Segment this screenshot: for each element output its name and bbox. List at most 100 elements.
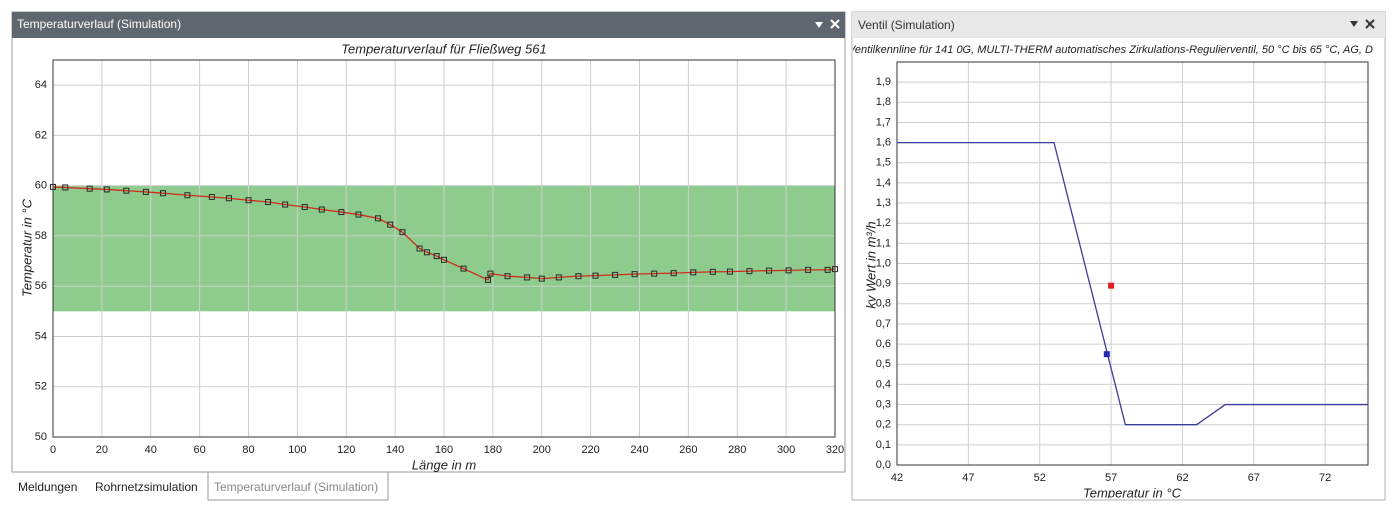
y-tick-label: 1,7 <box>876 116 891 128</box>
data-point <box>690 269 697 276</box>
data-point <box>103 186 110 193</box>
data-point <box>670 270 677 277</box>
data-point <box>612 271 619 278</box>
chart: Temperaturverlauf für Fließweg 561 50 52 54… <box>19 41 844 472</box>
data-point <box>338 209 345 216</box>
close-button[interactable] <box>1365 19 1375 29</box>
x-tick-label: 67 <box>1248 472 1260 484</box>
data-point <box>225 195 232 202</box>
x-tick-label: 80 <box>242 444 254 456</box>
data-point <box>524 274 531 281</box>
data-point <box>746 268 753 275</box>
data-point <box>1108 282 1115 289</box>
y-tick-label: 1,5 <box>876 157 891 169</box>
chart: Ventilkennline für 141 0G, MULTI-THERM a… <box>848 44 1373 498</box>
y-tick-label: 50 <box>35 431 47 443</box>
x-tick-label: 180 <box>484 444 502 456</box>
y-tick-label: 0,2 <box>876 419 891 431</box>
x-tick-label: 0 <box>50 444 56 456</box>
y-tick-label: 1,9 <box>876 76 891 88</box>
data-point <box>504 273 511 280</box>
tab[interactable]: Meldungen <box>18 480 77 494</box>
data-point <box>62 184 69 191</box>
y-tick-label: 1,6 <box>876 137 891 149</box>
data-point <box>86 185 93 192</box>
data-point <box>50 183 56 190</box>
data-point <box>355 211 362 218</box>
x-tick-label: 160 <box>435 444 453 456</box>
data-point <box>423 249 430 256</box>
tab-bar: Meldungen Rohrnetzsimulation Temperaturv… <box>18 471 389 501</box>
y-tick-label: 58 <box>35 230 47 242</box>
y-axis-title: kv Wert in m³/h <box>863 221 878 308</box>
y-tick-label: 0,8 <box>876 298 891 310</box>
y-tick-label: 1,3 <box>876 197 891 209</box>
data-point <box>785 267 792 274</box>
y-tick-label: 0,4 <box>876 378 891 390</box>
x-tick-label: 40 <box>145 444 157 456</box>
x-tick-label: 20 <box>96 444 108 456</box>
data-point <box>832 266 838 273</box>
x-tick-label: 240 <box>630 444 648 456</box>
data-point <box>318 206 325 213</box>
data-point <box>159 190 166 197</box>
x-tick-label: 200 <box>533 444 551 456</box>
panel-title: Temperaturverlauf (Simulation) <box>17 17 181 31</box>
data-line <box>52 186 836 281</box>
data-point <box>555 274 562 281</box>
dropdown-button[interactable] <box>815 22 823 28</box>
x-tick-label: 140 <box>386 444 404 456</box>
data-point <box>460 265 467 272</box>
x-tick-label: 120 <box>337 444 355 456</box>
data-point <box>142 188 149 195</box>
data-point <box>709 268 716 275</box>
data-point <box>265 199 272 206</box>
y-tick-label: 0,3 <box>876 398 891 410</box>
left-titlebar <box>12 12 845 38</box>
x-tick-label: 280 <box>728 444 746 456</box>
data-point <box>592 272 599 279</box>
tab[interactable]: Rohrnetzsimulation <box>95 480 198 494</box>
x-tick-label: 260 <box>679 444 697 456</box>
data-line <box>897 141 1368 426</box>
data-point <box>416 245 423 252</box>
data-point <box>487 270 494 277</box>
data-point <box>123 187 130 194</box>
x-tick-label: 62 <box>1176 472 1188 484</box>
active-tab-frame <box>207 471 389 501</box>
data-point <box>766 267 773 274</box>
y-tick-label: 62 <box>35 129 47 141</box>
y-tick-label: 52 <box>35 381 47 393</box>
x-tick-label: 60 <box>194 444 206 456</box>
y-tick-label: 0,0 <box>876 459 891 471</box>
y-tick-label: 0,5 <box>876 358 891 370</box>
data-point <box>631 271 638 278</box>
data-point <box>301 204 308 211</box>
x-tick-label: 320 <box>826 444 844 456</box>
x-tick-label: 100 <box>288 444 306 456</box>
y-tick-label: 64 <box>35 79 47 91</box>
y-tick-label: 1,1 <box>876 237 891 249</box>
data-point <box>805 266 812 273</box>
data-point <box>208 193 215 200</box>
close-button[interactable] <box>830 19 840 29</box>
data-point <box>651 270 658 277</box>
dropdown-button[interactable] <box>1350 21 1358 27</box>
x-tick-label: 52 <box>1034 472 1046 484</box>
plot-frame <box>52 59 836 438</box>
data-point <box>575 273 582 280</box>
y-tick-label: 1,2 <box>876 217 891 229</box>
x-axis-title: Länge in m <box>412 457 476 472</box>
data-point <box>184 192 191 199</box>
x-tick-label: 57 <box>1105 472 1117 484</box>
y-tick-label: 54 <box>35 330 47 342</box>
x-tick-label: 47 <box>962 472 974 484</box>
y-tick-label: 60 <box>35 180 47 192</box>
y-tick-label: 1,0 <box>876 257 891 269</box>
chart-title: Ventilkennline für 141 0G, MULTI-THERM a… <box>848 44 1373 56</box>
y-tick-label: 1,4 <box>876 177 891 189</box>
data-point <box>726 268 733 275</box>
tab[interactable]: Temperaturverlauf (Simulation) <box>214 480 378 494</box>
